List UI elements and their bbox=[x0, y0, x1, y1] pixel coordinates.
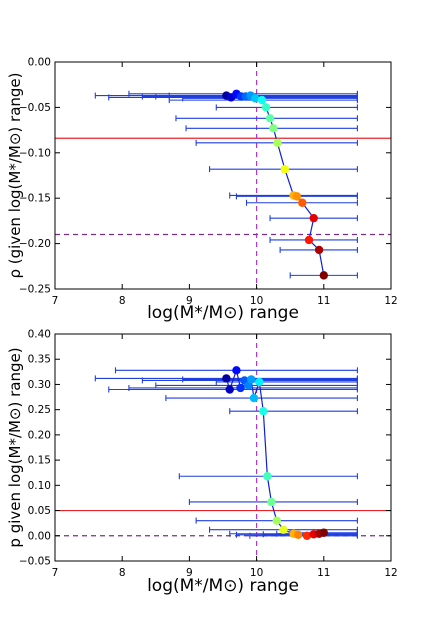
y-tick-label: 0.05 bbox=[28, 505, 51, 517]
data-point bbox=[319, 271, 328, 280]
axes-frame bbox=[54, 61, 392, 290]
data-point bbox=[280, 164, 290, 174]
y-tick-label: −0.20 bbox=[19, 238, 51, 250]
y-tick-label: −0.05 bbox=[19, 102, 51, 114]
y-tick-label: 0.10 bbox=[28, 480, 51, 492]
data-point bbox=[294, 530, 303, 539]
data-point bbox=[304, 235, 314, 245]
x-axis-label: log(M*/M⊙) range bbox=[147, 576, 299, 596]
y-tick-label: 0.15 bbox=[28, 455, 51, 467]
y-tick-label: −0.05 bbox=[19, 556, 51, 568]
y-tick-label: 0.25 bbox=[28, 404, 51, 416]
x-tick-label: 8 bbox=[119, 567, 126, 579]
data-point bbox=[292, 192, 302, 201]
x-tick-label: 10 bbox=[250, 295, 263, 307]
data-point bbox=[263, 472, 272, 481]
series-line bbox=[226, 93, 325, 276]
plot-area bbox=[55, 334, 391, 561]
data-point bbox=[222, 374, 231, 383]
data-point bbox=[269, 124, 278, 133]
data-point bbox=[251, 94, 260, 103]
data-point bbox=[319, 528, 328, 537]
y-tick-label: −0.25 bbox=[19, 284, 51, 296]
data-point bbox=[249, 393, 259, 403]
data-point bbox=[302, 531, 312, 540]
axes-frame bbox=[54, 333, 392, 562]
data-point bbox=[273, 138, 282, 148]
data-point bbox=[261, 103, 271, 112]
chart-panel-1: 7 8 9 10 11 12 0.00 −0.05 −0.10 −0.15 −0.20 −0.25 lo… bbox=[6, 57, 398, 324]
y-tick-label: 0.00 bbox=[28, 57, 51, 69]
data-point bbox=[225, 385, 234, 394]
plot-area bbox=[55, 62, 391, 289]
x-tick-label: 12 bbox=[384, 567, 397, 579]
y-tick-label: 0.00 bbox=[28, 530, 51, 542]
data-point bbox=[279, 525, 288, 534]
data-point bbox=[265, 114, 275, 123]
x-tick-label: 11 bbox=[317, 567, 330, 579]
y-tick-label: 0.35 bbox=[28, 354, 51, 366]
x-tick-label: 8 bbox=[119, 295, 126, 307]
y-tick-label: −0.10 bbox=[19, 147, 51, 159]
y-axis-label: ρ (given log(M*/M⊙) range) bbox=[6, 72, 24, 278]
data-point bbox=[236, 383, 245, 393]
y-tick-label: 0.30 bbox=[28, 379, 51, 391]
data-point bbox=[272, 516, 281, 525]
y-tick-label: 0.40 bbox=[28, 329, 51, 341]
x-tick-label: 7 bbox=[52, 567, 59, 579]
data-point bbox=[247, 375, 256, 384]
y-tick-label: −0.15 bbox=[19, 193, 51, 205]
x-tick-label: 12 bbox=[384, 295, 397, 307]
data-point bbox=[232, 366, 241, 375]
data-point bbox=[309, 213, 318, 223]
data-point bbox=[267, 497, 276, 507]
x-tick-label: 9 bbox=[186, 567, 193, 579]
x-axis-label: log(M*/M⊙) range bbox=[147, 303, 299, 323]
data-point bbox=[298, 198, 307, 207]
data-point bbox=[259, 406, 268, 416]
data-point bbox=[257, 95, 267, 105]
x-tick-label: 10 bbox=[250, 567, 263, 579]
data-point bbox=[314, 245, 324, 255]
y-axis-label: p given log(M*/M⊙) range) bbox=[6, 347, 24, 547]
x-tick-label: 7 bbox=[52, 295, 59, 307]
x-tick-label: 9 bbox=[186, 295, 193, 307]
data-point bbox=[255, 377, 264, 387]
x-tick-label: 11 bbox=[317, 295, 330, 307]
chart-panel-2: 7 8 9 10 11 12 0.40 0.35 0.30 0.25 0.20 0.15 0.10 0.0… bbox=[6, 329, 398, 597]
y-tick-label: 0.20 bbox=[28, 429, 51, 441]
